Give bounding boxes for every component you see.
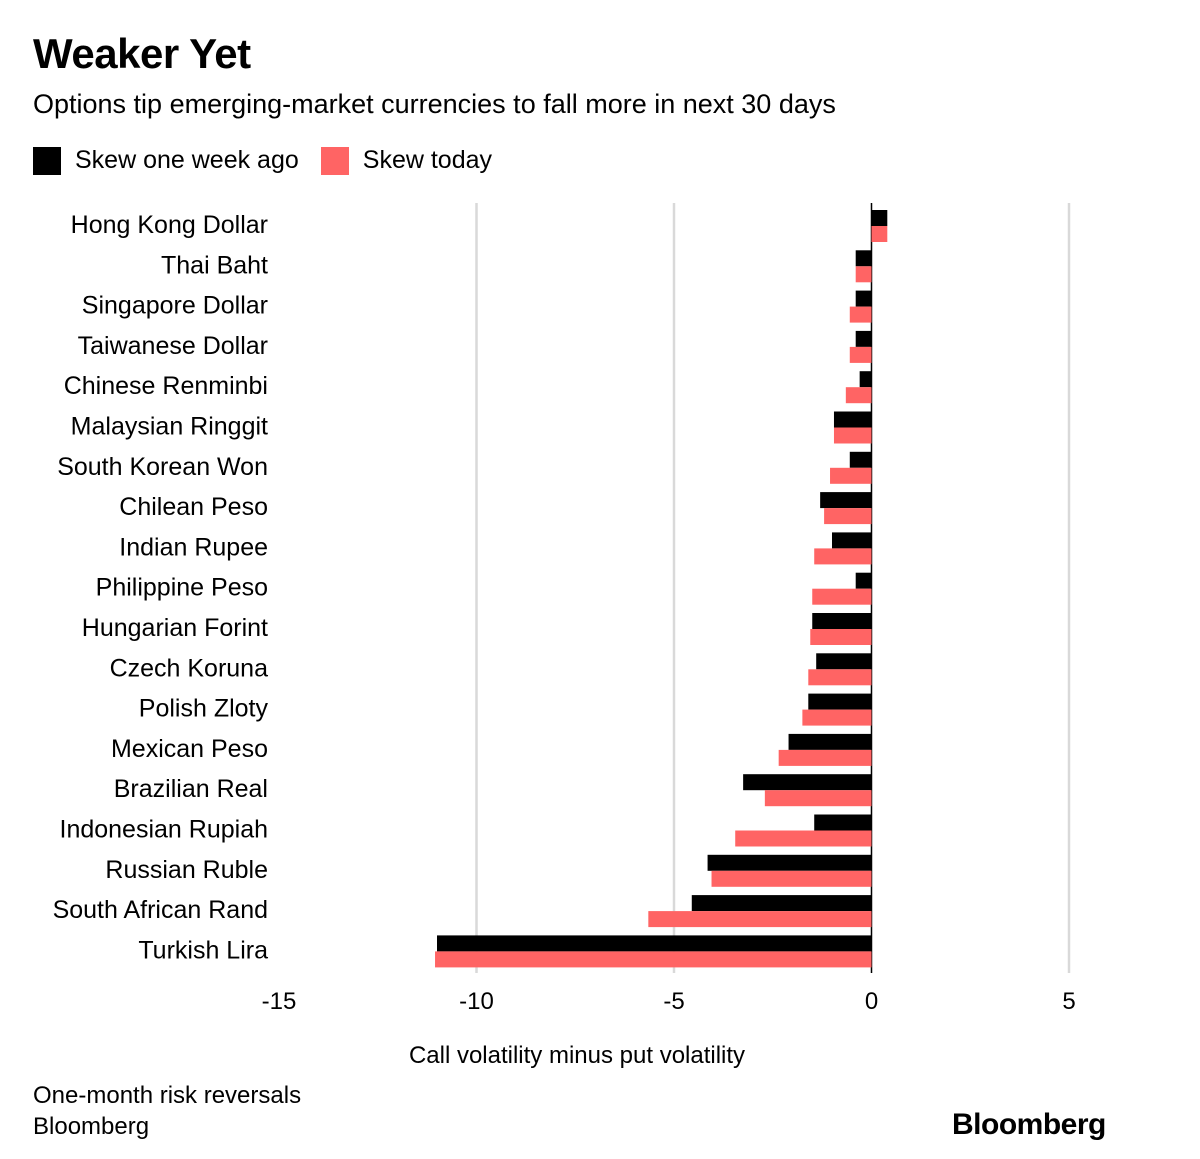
- bar-week-ago: [871, 210, 888, 226]
- footer-note: One-month risk reversals: [33, 1082, 302, 1109]
- legend-label-week-ago: Skew one week ago: [75, 146, 299, 174]
- legend-label-today: Skew today: [362, 146, 493, 174]
- bar-today: [812, 588, 872, 605]
- category-label: Brazilian Real: [114, 775, 268, 803]
- x-tick-label: -5: [663, 988, 684, 1015]
- x-tick-label: -10: [459, 988, 494, 1015]
- bar-week-ago: [437, 935, 872, 952]
- bar-week-ago: [855, 330, 872, 347]
- category-label: Chilean Peso: [119, 493, 268, 521]
- category-label: South Korean Won: [57, 453, 268, 481]
- bar-week-ago: [691, 895, 872, 912]
- legend-item-week-ago: Skew one week ago: [33, 146, 299, 175]
- bar-week-ago: [833, 411, 872, 428]
- x-axis-label: Call volatility minus put volatility: [409, 1042, 745, 1069]
- bars: [435, 210, 888, 968]
- chart-subtitle: Options tip emerging-market currencies t…: [33, 89, 836, 119]
- bar-week-ago: [859, 371, 872, 388]
- bar-today: [833, 427, 872, 444]
- category-label: Indian Rupee: [119, 533, 268, 561]
- category-label: Malaysian Ringgit: [71, 413, 268, 441]
- bar-today: [810, 629, 872, 645]
- bar-week-ago: [812, 613, 872, 629]
- bloomberg-logo: Bloomberg: [952, 1108, 1106, 1141]
- bar-today: [814, 548, 872, 565]
- category-label: Indonesian Rupiah: [60, 816, 269, 844]
- legend-item-today: Skew today: [320, 146, 493, 175]
- x-tick-label: -15: [262, 988, 297, 1015]
- bar-week-ago: [820, 492, 872, 509]
- category-label: Hungarian Forint: [82, 614, 268, 642]
- bar-today: [830, 467, 872, 484]
- bar-week-ago: [855, 290, 872, 307]
- bar-today: [855, 266, 872, 283]
- x-tick-label: 0: [865, 988, 878, 1015]
- bar-week-ago: [816, 653, 872, 670]
- category-label: South African Rand: [53, 896, 268, 924]
- bar-today: [871, 226, 888, 242]
- bar-week-ago: [707, 854, 872, 871]
- category-label: Hong Kong Dollar: [71, 211, 268, 239]
- x-tick-labels: -15 -10 -5 0 5: [262, 988, 1076, 1015]
- category-label: Czech Koruna: [110, 654, 269, 682]
- bar-today: [735, 830, 872, 847]
- bar-today: [435, 951, 872, 968]
- legend-swatch-today: [320, 146, 349, 175]
- bar-today: [648, 911, 872, 928]
- bar-week-ago: [855, 572, 872, 589]
- bar-today: [849, 306, 872, 323]
- category-label: Taiwanese Dollar: [78, 332, 268, 360]
- legend-swatch-week-ago: [33, 146, 61, 175]
- bar-week-ago: [743, 774, 872, 791]
- bar-week-ago: [832, 532, 872, 549]
- bar-week-ago: [814, 814, 872, 831]
- category-labels: Hong Kong Dollar Thai Baht Singapore Dolla…: [53, 211, 269, 964]
- category-label: Russian Ruble: [105, 856, 268, 884]
- footer-source: Bloomberg: [33, 1113, 150, 1140]
- bar-today: [845, 387, 872, 404]
- bar-today: [849, 346, 872, 363]
- x-tick-label: 5: [1062, 988, 1075, 1015]
- bar-week-ago: [855, 250, 872, 267]
- category-label: Polish Zloty: [139, 695, 269, 723]
- chart-title: Weaker Yet: [33, 30, 251, 77]
- bar-week-ago: [849, 451, 872, 468]
- category-label: Chinese Renminbi: [64, 372, 268, 400]
- category-label: Thai Baht: [161, 251, 268, 279]
- chart-legend: Skew one week ago Skew today: [33, 146, 514, 175]
- bar-today: [808, 669, 872, 686]
- bar-today: [824, 508, 872, 525]
- bar-today: [778, 749, 872, 766]
- bar-week-ago: [788, 733, 872, 750]
- category-label: Mexican Peso: [111, 735, 268, 763]
- bar-today: [802, 709, 872, 726]
- category-label: Singapore Dollar: [82, 292, 268, 320]
- bar-week-ago: [808, 693, 872, 710]
- bar-today: [764, 790, 872, 807]
- category-label: Philippine Peso: [96, 574, 268, 602]
- bar-today: [711, 870, 872, 887]
- category-label: Turkish Lira: [138, 936, 268, 964]
